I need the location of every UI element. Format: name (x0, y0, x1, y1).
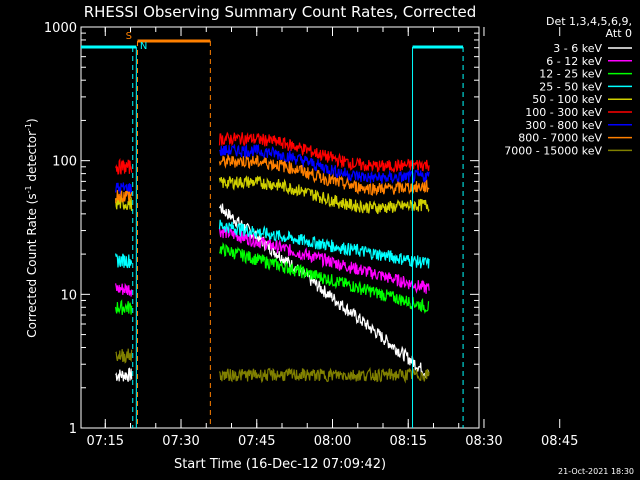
series-group (115, 131, 430, 384)
legend-header-line2: Att 0 (606, 27, 632, 40)
legend-label: 100 - 300 keV (525, 106, 602, 119)
y-tick-label: 100 (52, 155, 77, 170)
x-tick-label: 07:45 (238, 434, 275, 449)
x-tick-label: 07:30 (162, 434, 199, 449)
series-line (115, 153, 430, 204)
y-tick-label: 1 (69, 422, 77, 437)
footer-date: 21-Oct-2021 18:30 (558, 467, 634, 476)
legend-label: 12 - 25 keV (539, 68, 602, 81)
night-marker-label: N (140, 41, 147, 52)
x-tick-label: 08:45 (541, 434, 578, 449)
legend-label: 3 - 6 keV (553, 42, 602, 55)
y-axis-label: Corrected Count Rate (s-1 detector-1) (24, 118, 39, 337)
x-axis-label: Start Time (16-Dec-12 07:09:42) (174, 457, 386, 472)
x-tick-label: 08:15 (390, 434, 427, 449)
series-line (115, 219, 430, 269)
legend-label: 800 - 7000 keV (518, 132, 602, 145)
legend-label: 6 - 12 keV (546, 55, 602, 68)
legend-label: 300 - 800 keV (525, 119, 602, 132)
marker-group: SN (81, 31, 464, 428)
chart-title: RHESSI Observing Summary Count Rates, Co… (84, 3, 477, 21)
x-tick-label: 08:00 (314, 434, 351, 449)
saa-marker-label: S (126, 31, 132, 42)
series-line (115, 131, 430, 175)
series-line (115, 143, 430, 196)
x-tick-label: 08:30 (465, 434, 502, 449)
y-tick-label: 1000 (44, 21, 77, 36)
series-line (115, 348, 430, 384)
legend-label: 25 - 50 keV (539, 80, 602, 93)
y-tick-label: 10 (60, 288, 77, 303)
plot-axes: 1 10 100 1000 07:15 07:30 07:45 08:00 08:15 08:30… (44, 21, 579, 449)
plot-frame (80, 26, 480, 429)
series-line (115, 242, 430, 315)
legend-label: 50 - 100 keV (532, 93, 602, 106)
legend-label: 7000 - 15000 keV (504, 144, 602, 157)
x-tick-label: 07:15 (87, 434, 124, 449)
legend-header-line1: Det 1,3,4,5,6,9, (546, 15, 632, 28)
series-line (115, 226, 430, 297)
